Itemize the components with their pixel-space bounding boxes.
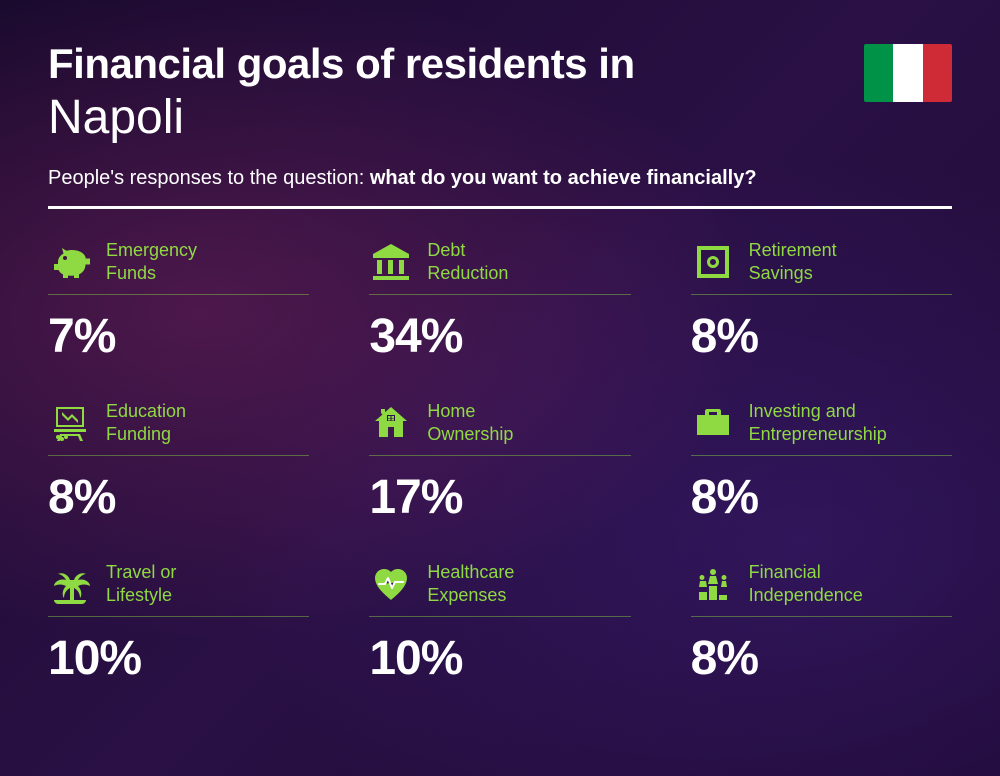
house-icon: [369, 401, 413, 445]
goal-item: DebtReduction 34%: [369, 239, 630, 364]
goal-item: Travel orLifestyle 10%: [48, 561, 309, 686]
palm-icon: [48, 562, 92, 606]
goal-item-head: EducationFunding: [48, 400, 309, 456]
flag-stripe-white: [893, 44, 922, 102]
piggy-bank-icon: [48, 240, 92, 284]
divider: [48, 206, 952, 209]
goal-percent: 10%: [48, 631, 309, 686]
goal-item-head: Investing andEntrepreneurship: [691, 400, 952, 456]
goal-label: Travel orLifestyle: [106, 561, 176, 606]
goal-item: HomeOwnership 17%: [369, 400, 630, 525]
goals-grid: EmergencyFunds 7% DebtReduction 34% Retireme…: [48, 239, 952, 686]
goal-item-head: FinancialIndependence: [691, 561, 952, 617]
flag-stripe-red: [923, 44, 952, 102]
goal-item: FinancialIndependence 8%: [691, 561, 952, 686]
subtitle-prefix: People's responses to the question:: [48, 167, 370, 189]
presentation-icon: [48, 401, 92, 445]
goal-percent: 10%: [369, 631, 630, 686]
goal-item: RetirementSavings 8%: [691, 239, 952, 364]
title-line2: Napoli: [48, 90, 952, 145]
goal-item-head: DebtReduction: [369, 239, 630, 295]
flag-italy: [864, 44, 952, 102]
goal-percent: 8%: [691, 470, 952, 525]
goal-label: EmergencyFunds: [106, 239, 197, 284]
goal-percent: 8%: [48, 470, 309, 525]
goal-item-head: HomeOwnership: [369, 400, 630, 456]
goal-item: EducationFunding 8%: [48, 400, 309, 525]
goal-label: RetirementSavings: [749, 239, 837, 284]
title-line1: Financial goals of residents in: [48, 40, 952, 88]
subtitle-bold: what do you want to achieve financially?: [370, 167, 757, 189]
goal-label: DebtReduction: [427, 239, 508, 284]
bank-icon: [369, 240, 413, 284]
goal-item-head: RetirementSavings: [691, 239, 952, 295]
briefcase-icon: [691, 401, 735, 445]
heart-pulse-icon: [369, 562, 413, 606]
goal-label: HealthcareExpenses: [427, 561, 514, 606]
goal-item-head: HealthcareExpenses: [369, 561, 630, 617]
header: Financial goals of residents in Napoli P…: [48, 40, 952, 209]
goal-item: Investing andEntrepreneurship 8%: [691, 400, 952, 525]
subtitle: People's responses to the question: what…: [48, 167, 952, 190]
goal-percent: 34%: [369, 309, 630, 364]
podium-icon: [691, 562, 735, 606]
goal-item-head: EmergencyFunds: [48, 239, 309, 295]
safe-icon: [691, 240, 735, 284]
goal-item: EmergencyFunds 7%: [48, 239, 309, 364]
flag-stripe-green: [864, 44, 893, 102]
goal-label: Investing andEntrepreneurship: [749, 400, 887, 445]
goal-percent: 8%: [691, 631, 952, 686]
goal-item: HealthcareExpenses 10%: [369, 561, 630, 686]
goal-label: EducationFunding: [106, 400, 186, 445]
goal-percent: 17%: [369, 470, 630, 525]
goal-percent: 7%: [48, 309, 309, 364]
goal-item-head: Travel orLifestyle: [48, 561, 309, 617]
goal-label: FinancialIndependence: [749, 561, 863, 606]
goal-label: HomeOwnership: [427, 400, 513, 445]
goal-percent: 8%: [691, 309, 952, 364]
